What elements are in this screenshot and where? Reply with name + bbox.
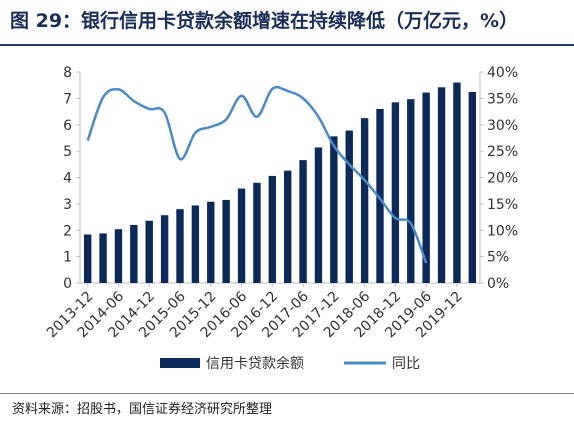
left-axis-tick-label: 8 [63,65,72,81]
legend-label-bar: 信用卡贷款余额 [206,355,304,372]
bar [268,175,276,283]
yoy-growth-line [86,85,428,264]
x-axis-tick-labels: 2013-122014-062014-122015-062015-122016-… [44,288,466,341]
right-axis-tick-label: 25% [487,144,518,160]
right-axis-tick-label: 20% [487,171,518,187]
line-series [86,85,428,264]
bar [160,215,169,283]
right-axis-tick-label: 30% [487,118,518,134]
right-axis-tick-label: 0% [487,276,509,292]
left-axis-tick-labels: 0 1 2 3 4 5 6 7 8 [63,65,72,292]
left-axis-tick-label: 7 [63,91,72,107]
bar [222,199,230,283]
chart-title: 图 29：银行信用卡贷款余额增速在持续降低（万亿元，%） [10,10,519,32]
legend-label-line: 同比 [392,356,420,372]
left-axis-tick-label: 3 [63,197,72,213]
bar [84,234,92,283]
bar [453,82,461,283]
right-axis-tick-label: 5% [487,250,509,266]
bar-series [84,82,476,283]
right-axis-tick-label: 10% [487,223,518,239]
left-axis-tick-label: 0 [63,276,72,292]
bar [145,220,153,283]
bar [345,130,353,283]
bar [437,87,446,283]
legend: 信用卡贷款余额 同比 [160,355,420,372]
bar [299,160,307,283]
bar [191,205,200,283]
right-axis-tick-label: 15% [487,197,518,213]
bar [360,118,369,283]
left-axis-tick-label: 1 [63,250,72,266]
bar [391,102,400,283]
legend-swatch-bar [160,358,200,368]
source-note: 资料来源：招股书，国信证券经济研究所整理 [12,402,273,417]
right-axis-tick-label: 35% [487,91,518,107]
left-axis-tick-label: 2 [63,223,72,239]
bar [207,201,215,283]
left-axis-tick-label: 4 [63,171,72,187]
bar [176,209,184,283]
bar [284,170,292,283]
bar [114,229,123,283]
bar [468,92,476,283]
title-divider [0,44,574,46]
right-axis-tick-label: 40% [487,65,518,81]
bar [253,182,261,283]
bar [130,224,138,283]
chart: 0 1 2 3 4 5 6 7 8 0% 5% 10% 15% 20% 25% 30% 35% 40% 2013… [44,65,518,372]
bar [407,99,415,283]
left-axis-tick-label: 5 [63,144,72,160]
bar [99,233,107,283]
source-divider [0,393,574,394]
right-axis-tick-labels: 0% 5% 10% 15% 20% 25% 30% 35% 40% [487,65,518,292]
bar [237,188,246,283]
bar [376,108,384,283]
bar [422,92,430,283]
bar [314,147,323,283]
left-axis-tick-label: 6 [63,118,72,134]
bar [330,136,338,283]
